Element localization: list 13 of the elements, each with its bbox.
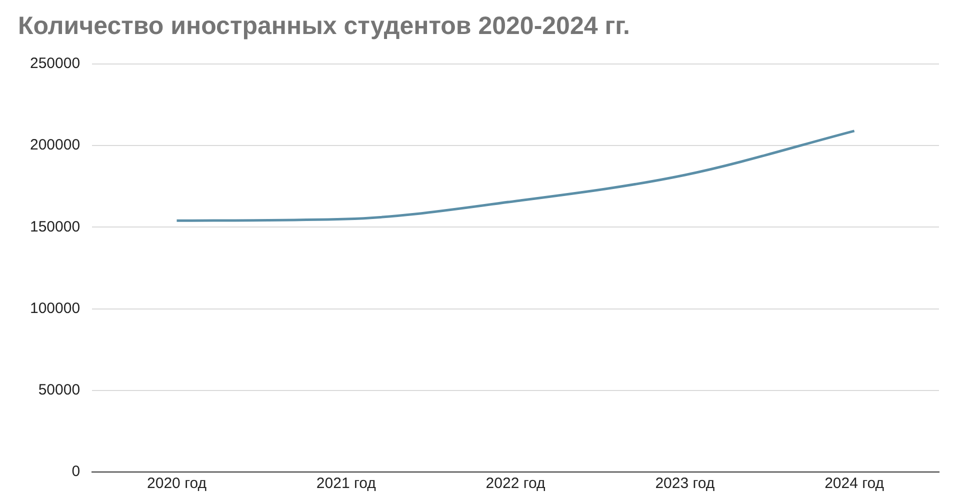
x-tick-label: 2023 год <box>655 475 715 492</box>
y-tick-label: 50000 <box>38 382 80 399</box>
chart-title: Количество иностранных студентов 2020-2024 гг. <box>18 12 630 40</box>
x-tick-label: 2021 год <box>316 475 376 492</box>
x-tick-label: 2024 год <box>824 475 884 492</box>
y-tick-label: 150000 <box>30 218 80 236</box>
x-tick-label: 2022 год <box>486 475 546 492</box>
y-tick-label: 250000 <box>30 55 80 72</box>
y-tick-label: 0 <box>72 463 80 480</box>
y-tick-label: 200000 <box>30 136 80 154</box>
line-series <box>176 130 856 222</box>
x-tick-label: 2020 год <box>147 475 207 492</box>
y-tick-label: 100000 <box>30 300 80 317</box>
